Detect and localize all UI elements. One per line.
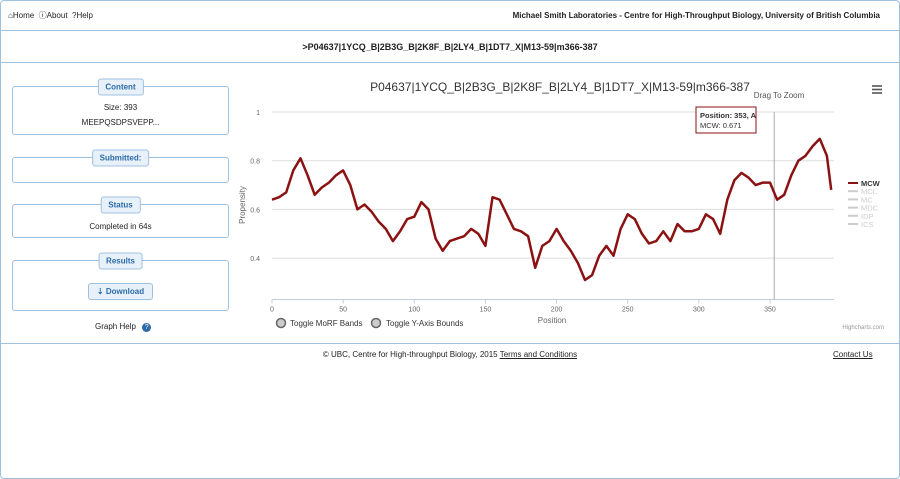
status-text: Completed in 64s bbox=[89, 222, 152, 231]
footer: © UBC, Centre for High-throughput Biolog… bbox=[322, 350, 578, 359]
x-tick-label: 0 bbox=[270, 307, 274, 314]
legend-label: MCW bbox=[861, 179, 881, 188]
x-tick-label: 50 bbox=[339, 307, 347, 314]
x-axis-label: Position bbox=[538, 316, 566, 325]
legend-label: IDP bbox=[861, 212, 874, 221]
x-tick-label: 300 bbox=[693, 307, 705, 314]
submitted-panel: Submitted: bbox=[12, 149, 229, 183]
legend-item[interactable]: ICS bbox=[848, 220, 874, 229]
menu-icon[interactable] bbox=[872, 85, 882, 94]
toggle-icon[interactable] bbox=[370, 317, 382, 329]
help-link[interactable]: ?Help bbox=[72, 11, 93, 20]
toggle-y-bounds[interactable]: Toggle Y-Axis Bounds bbox=[386, 319, 463, 328]
y-axis-label: Propensity bbox=[238, 186, 247, 224]
legend-item[interactable]: MC bbox=[848, 195, 873, 204]
panel-label: Status bbox=[100, 196, 141, 214]
legend-item[interactable]: IDP bbox=[848, 212, 874, 221]
legend-label: ICS bbox=[861, 220, 874, 229]
legend-item[interactable]: MCL bbox=[848, 187, 877, 196]
legend-label: MCL bbox=[861, 187, 877, 196]
legend-item[interactable]: MCW bbox=[848, 179, 881, 188]
tooltip-title: Position: 353, A bbox=[700, 111, 757, 120]
size: Size: 393 bbox=[103, 103, 138, 112]
x-tick-label: 200 bbox=[551, 307, 563, 314]
status-panel: Status Completed in 64s bbox=[12, 196, 229, 238]
y-tick-label: 0.4 bbox=[250, 256, 260, 263]
graph-help[interactable]: Graph Help ? bbox=[95, 322, 152, 332]
panel-label: Content bbox=[97, 78, 144, 96]
y-tick-label: 1 bbox=[256, 110, 260, 117]
x-tick-label: 100 bbox=[408, 307, 420, 314]
content-panel: Content Size: 393 MEEPQSDPSVEPP... bbox=[12, 78, 229, 135]
about-link[interactable]: ⓘAbout bbox=[38, 11, 68, 20]
zoom-hint: Drag To Zoom bbox=[754, 91, 805, 100]
legend-label: MDC bbox=[861, 204, 879, 213]
panel-label: Submitted: bbox=[91, 149, 150, 167]
legend-label: MC bbox=[861, 195, 873, 204]
footer-rule bbox=[0, 343, 900, 344]
sequence: MEEPQSDPSVEPP... bbox=[81, 118, 160, 127]
chart-title: P04637|1YCQ_B|2B3G_B|2K8F_B|2LY4_B|1DT7_… bbox=[370, 80, 750, 94]
x-tick-label: 250 bbox=[622, 307, 634, 314]
legend-item[interactable]: MDC bbox=[848, 204, 879, 213]
results-panel: Results ⇣ Download bbox=[12, 252, 229, 311]
terms-link[interactable]: Terms and Conditions bbox=[499, 350, 578, 359]
chart: P04637|1YCQ_B|2B3G_B|2K8F_B|2LY4_B|1DT7_… bbox=[232, 75, 892, 337]
chart-bg bbox=[232, 75, 892, 337]
x-tick-label: 150 bbox=[480, 307, 492, 314]
title-bar bbox=[0, 33, 900, 63]
contact-link[interactable]: Contact Us bbox=[833, 350, 873, 359]
home-link[interactable]: ⌂Home bbox=[8, 11, 35, 20]
tooltip-text: MCW: 0.671 bbox=[700, 121, 742, 130]
download-button[interactable]: ⇣ Download bbox=[87, 283, 154, 300]
x-tick-label: 350 bbox=[764, 307, 776, 314]
page-title: >P04637|1YCQ_B|2B3G_B|2K8F_B|2LY4_B|1DT7… bbox=[302, 42, 598, 52]
nav: ⌂Home ⓘAbout ?Help bbox=[8, 10, 93, 21]
panel-label: Results bbox=[98, 252, 143, 270]
navbar bbox=[0, 0, 900, 31]
toggle-icon[interactable] bbox=[275, 317, 287, 329]
credit: Highcharts.com bbox=[842, 325, 884, 331]
lab-title: Michael Smith Laboratories - Centre for … bbox=[512, 11, 880, 20]
y-tick-label: 0.8 bbox=[250, 159, 260, 166]
tooltip-box bbox=[695, 106, 757, 134]
y-tick-label: 0.6 bbox=[250, 207, 260, 214]
toggle-morf[interactable]: Toggle MoRF Bands bbox=[290, 319, 362, 328]
series-line bbox=[271, 137, 833, 282]
